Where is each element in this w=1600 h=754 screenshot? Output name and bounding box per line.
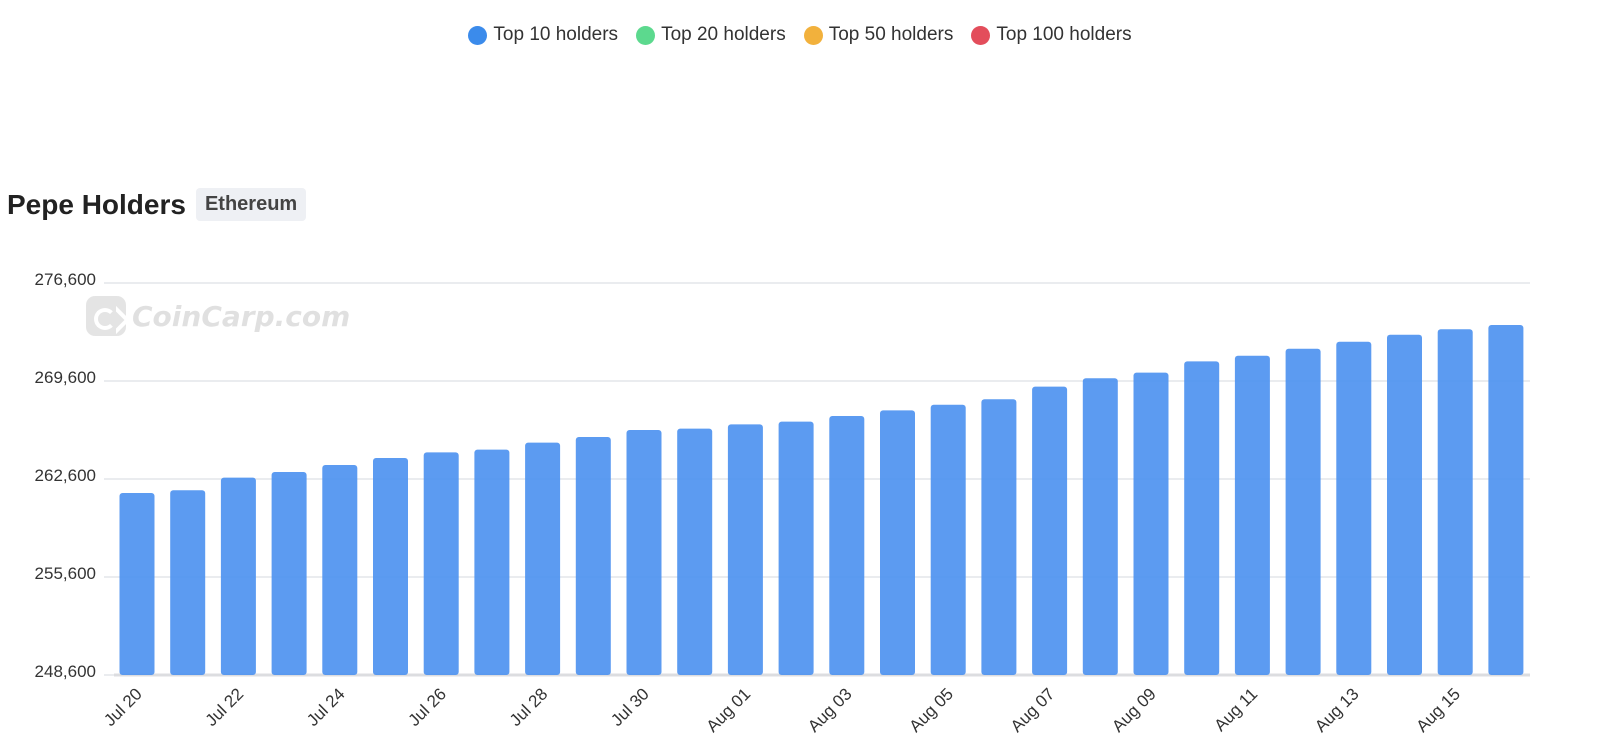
x-tick-label: Jul 28 xyxy=(506,684,552,730)
bar xyxy=(727,424,763,675)
bar xyxy=(474,449,510,675)
y-tick-label: 276,600 xyxy=(35,270,96,289)
legend: Top 10 holders Top 20 holders Top 50 holde… xyxy=(0,24,1600,46)
bar xyxy=(423,452,459,675)
bar xyxy=(1336,341,1372,675)
x-tick-label: Jul 30 xyxy=(607,684,653,730)
bar xyxy=(880,410,915,675)
y-tick-label: 269,600 xyxy=(35,368,96,387)
x-tick-label: Aug 13 xyxy=(1311,684,1363,736)
legend-dot-icon xyxy=(971,25,991,45)
legend-label: Top 50 holders xyxy=(828,24,954,45)
bar xyxy=(1437,329,1473,675)
bar xyxy=(677,428,713,675)
chart-header: Pepe Holders Ethereum xyxy=(7,188,307,221)
legend-dot-icon xyxy=(636,25,656,45)
bar xyxy=(271,472,307,675)
legend-label: Top 10 holders xyxy=(493,24,619,45)
x-tick-label: Jul 26 xyxy=(405,684,451,730)
bar xyxy=(170,490,206,675)
bar xyxy=(1488,325,1524,675)
bar xyxy=(930,404,966,675)
bar xyxy=(626,430,662,675)
bar xyxy=(778,421,814,675)
x-tick-label: Aug 09 xyxy=(1108,684,1160,736)
x-tick-label: Jul 22 xyxy=(202,684,248,730)
bar xyxy=(373,458,408,675)
bar xyxy=(1285,348,1321,675)
page-title: Pepe Holders xyxy=(7,188,186,220)
legend-dot-icon xyxy=(468,25,488,45)
legend-item-3[interactable]: Top 50 holders xyxy=(803,24,954,46)
coincarp-logo-icon xyxy=(86,296,126,336)
bar xyxy=(1234,355,1270,675)
bar xyxy=(981,399,1017,675)
chain-badge: Ethereum xyxy=(195,188,307,221)
x-tick-label: Aug 03 xyxy=(804,684,856,736)
legend-item-1[interactable]: Top 10 holders xyxy=(468,24,618,46)
bar xyxy=(1133,372,1169,675)
y-tick-label: 255,600 xyxy=(35,564,96,583)
bar xyxy=(220,477,256,675)
bar xyxy=(829,416,865,675)
watermark-text: CoinCarp.com xyxy=(132,299,351,333)
legend-item-4[interactable]: Top 100 holders xyxy=(971,24,1132,46)
bar xyxy=(1032,386,1068,675)
y-tick-label: 248,600 xyxy=(35,662,96,681)
bar xyxy=(1387,334,1422,675)
x-tick-label: Jul 20 xyxy=(100,684,146,730)
legend-dot-icon xyxy=(803,25,823,45)
bar xyxy=(322,465,358,675)
x-tick-label: Aug 11 xyxy=(1211,684,1262,735)
bar xyxy=(119,493,155,675)
x-tick-label: Aug 15 xyxy=(1412,684,1464,736)
y-tick-label: 262,600 xyxy=(35,466,96,485)
x-tick-label: Aug 05 xyxy=(905,684,957,736)
legend-label: Top 100 holders xyxy=(996,24,1132,45)
bar xyxy=(525,442,561,675)
bar xyxy=(1184,361,1220,675)
bar xyxy=(1082,378,1118,675)
x-tick-label: Aug 07 xyxy=(1007,684,1059,736)
bar xyxy=(575,437,611,675)
x-tick-label: Aug 01 xyxy=(703,684,755,736)
legend-item-2[interactable]: Top 20 holders xyxy=(636,24,786,46)
watermark: CoinCarp.com xyxy=(86,296,350,336)
legend-label: Top 20 holders xyxy=(661,24,786,45)
x-tick-label: Jul 24 xyxy=(303,684,349,730)
